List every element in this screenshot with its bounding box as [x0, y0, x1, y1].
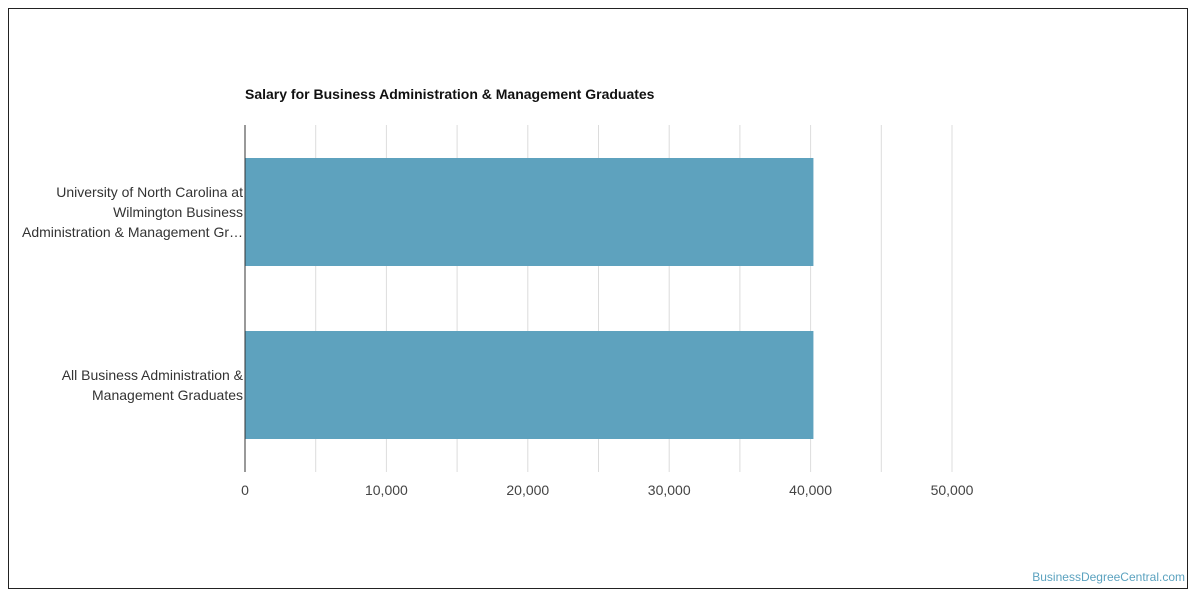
x-tick-label: 30,000 [648, 482, 691, 498]
x-tick-label: 50,000 [931, 482, 974, 498]
chart-title: Salary for Business Administration & Man… [245, 86, 655, 102]
x-tick-label: 10,000 [365, 482, 408, 498]
category-label: All Business Administration & Management … [3, 365, 243, 405]
source-watermark[interactable]: BusinessDegreeCentral.com [1032, 570, 1185, 584]
x-tick-label: 20,000 [506, 482, 549, 498]
x-tick-label: 0 [241, 482, 249, 498]
category-label-line: Wilmington Business [113, 204, 243, 220]
bar-1[interactable] [245, 331, 814, 439]
category-label-line: University of North Carolina at [56, 184, 243, 200]
category-label-line: All Business Administration & [61, 367, 243, 383]
category-label: University of North Carolina at Wilmingto… [3, 182, 243, 242]
category-label-line: Management Graduates [92, 387, 243, 403]
bar-0[interactable] [245, 158, 814, 266]
category-label-line: Administration & Management Gr… [22, 224, 243, 240]
x-tick-label: 40,000 [789, 482, 832, 498]
